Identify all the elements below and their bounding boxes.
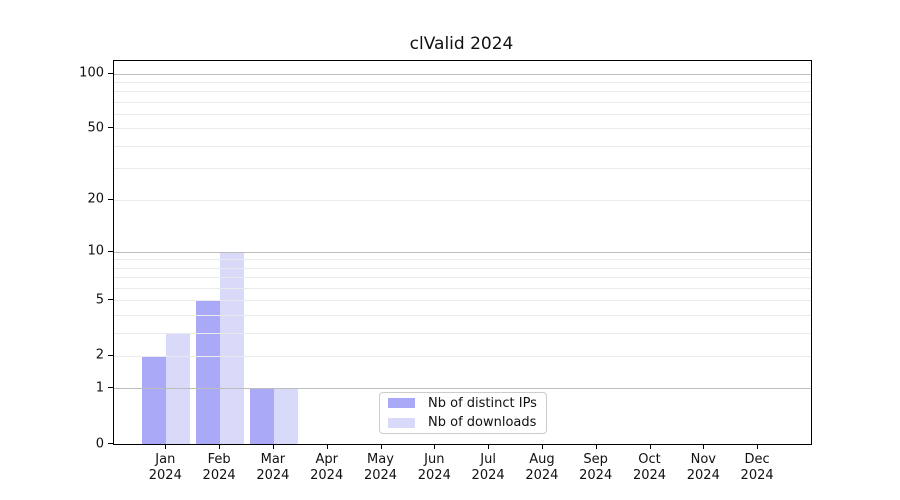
gridline-6: [114, 287, 811, 289]
gridline-1: [114, 388, 811, 390]
x-tick-mark-jul: [488, 444, 490, 449]
bar-distinct_ips-jan: [142, 355, 167, 444]
y-tick-label-1: 1: [95, 380, 104, 396]
x-tick-mark-nov: [703, 444, 705, 449]
y-tick-label-50: 50: [87, 120, 104, 136]
x-tick-label-nov: Nov 2024: [686, 452, 720, 483]
gridline-3: [114, 332, 811, 334]
x-tick-mark-dec: [757, 444, 759, 449]
y-tick-label-10: 10: [87, 243, 104, 259]
gridline-60: [114, 114, 811, 115]
y-tick-mark-1: [108, 387, 113, 389]
gridline-2: [114, 355, 811, 357]
y-tick-mark-2: [108, 354, 113, 356]
gridline-7: [114, 277, 811, 279]
gridline-9: [114, 259, 811, 261]
y-tick-label-100: 100: [79, 65, 104, 81]
legend-swatch-distinct-ips: [388, 398, 415, 409]
x-tick-label-feb: Feb 2024: [202, 452, 236, 483]
gridline-90: [114, 81, 811, 83]
gridline-5: [114, 300, 811, 302]
plot-area: Nb of distinct IPs Nb of downloads: [113, 60, 812, 445]
x-tick-mark-jan: [165, 444, 167, 449]
x-tick-mark-may: [380, 444, 382, 449]
x-tick-label-jul: Jul 2024: [471, 452, 505, 483]
bar-distinct_ips-feb: [196, 300, 221, 444]
gridline-50: [114, 128, 811, 130]
y-tick-mark-0: [108, 443, 113, 444]
gridline-20: [114, 199, 811, 201]
x-tick-label-jan: Jan 2024: [148, 452, 182, 483]
y-tick-label-5: 5: [95, 292, 104, 308]
x-tick-label-aug: Aug 2024: [525, 452, 559, 483]
y-tick-label-2: 2: [95, 347, 104, 363]
x-tick-label-oct: Oct 2024: [632, 452, 667, 483]
gridline-30: [114, 168, 811, 170]
x-tick-mark-mar: [272, 444, 274, 449]
y-tick-mark-50: [108, 127, 113, 129]
y-tick-mark-100: [108, 72, 113, 74]
y-tick-label-20: 20: [87, 191, 104, 207]
bar-downloads-mar: [273, 388, 298, 444]
x-tick-mark-apr: [326, 444, 328, 449]
bar-downloads-jan: [166, 332, 191, 444]
y-tick-mark-5: [108, 299, 113, 301]
x-tick-mark-oct: [649, 444, 651, 449]
x-tick-label-dec: Dec 2024: [740, 452, 774, 483]
legend-item-distinct-ips: Nb of distinct IPs: [388, 395, 538, 412]
chart-title: clValid 2024: [409, 34, 514, 54]
y-tick-label-0: 0: [95, 436, 104, 451]
gridline-80: [114, 91, 811, 93]
gridline-40: [114, 145, 811, 147]
x-tick-label-apr: Apr 2024: [310, 452, 344, 483]
gridline-8: [114, 267, 811, 269]
x-tick-mark-aug: [541, 444, 543, 449]
x-tick-label-sep: Sep 2024: [579, 452, 613, 483]
x-tick-label-jun: Jun 2024: [417, 452, 451, 483]
x-tick-mark-feb: [219, 444, 221, 449]
gridline-4: [114, 314, 811, 316]
y-tick-mark-20: [108, 198, 113, 200]
x-tick-label-mar: Mar 2024: [256, 452, 290, 483]
x-tick-label-may: May 2024: [363, 452, 398, 483]
gridline-10: [114, 251, 811, 253]
bar-distinct_ips-mar: [249, 388, 274, 444]
legend-label: Nb of distinct IPs: [428, 395, 537, 411]
y-tick-mark-10: [108, 250, 113, 252]
x-tick-mark-sep: [595, 444, 597, 449]
legend-item-downloads: Nb of downloads: [388, 415, 538, 432]
bar-downloads-feb: [220, 251, 245, 444]
gridline-70: [114, 101, 811, 103]
x-tick-mark-jun: [434, 444, 436, 449]
gridline-100: [114, 73, 811, 75]
legend: Nb of distinct IPs Nb of downloads: [379, 392, 547, 434]
legend-label: Nb of downloads: [428, 415, 537, 431]
legend-swatch-downloads: [388, 417, 415, 428]
